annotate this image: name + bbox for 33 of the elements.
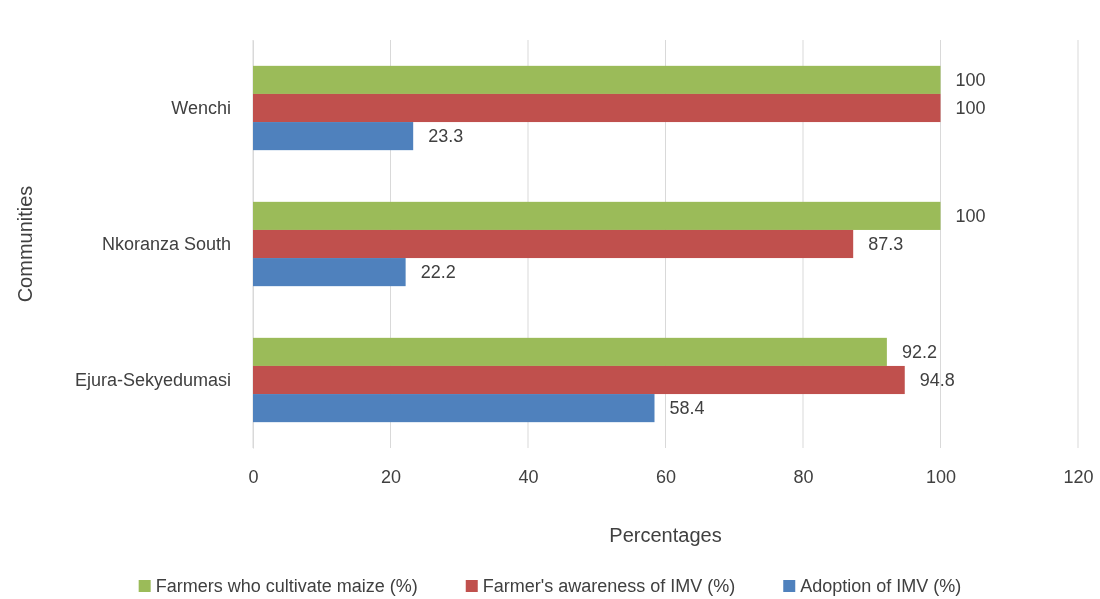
x-tick-label: 100 <box>925 466 957 487</box>
bar <box>253 365 905 395</box>
x-tick-label: 0 <box>248 466 259 487</box>
bar <box>253 337 887 366</box>
legend-label: Farmer's awareness of IMV (%) <box>482 576 736 597</box>
bar <box>253 229 854 259</box>
data-label: 94.8 <box>919 370 955 391</box>
data-label: 58.4 <box>669 398 705 419</box>
x-tick-label: 40 <box>518 466 539 487</box>
data-label: 22.2 <box>420 262 456 283</box>
x-tick-label: 20 <box>380 466 402 487</box>
x-axis-title: Percentages <box>609 524 722 546</box>
legend-label: Adoption of IMV (%) <box>800 576 962 597</box>
legend-label: Farmers who cultivate maize (%) <box>155 576 418 597</box>
data-label: 100 <box>955 206 986 227</box>
bar <box>253 394 655 423</box>
y-tick-label: Ejura-Sekyedumasi <box>74 369 231 390</box>
data-label: 100 <box>955 98 986 119</box>
bar <box>253 122 414 151</box>
y-axis-title: Communities <box>14 185 36 303</box>
y-tick-label: Wenchi <box>171 97 231 118</box>
data-label: 23.3 <box>428 126 464 147</box>
data-label: 87.3 <box>868 234 904 255</box>
data-label: 92.2 <box>901 342 937 363</box>
y-tick-label: Nkoranza South <box>101 233 231 254</box>
x-tick-label: 80 <box>793 466 814 487</box>
bar <box>253 93 941 123</box>
x-tick-label: 60 <box>655 466 677 487</box>
data-label: 100 <box>955 70 986 91</box>
bar <box>253 258 406 287</box>
bar <box>253 65 941 94</box>
x-tick-label: 120 <box>1063 466 1094 487</box>
bar <box>253 201 941 230</box>
